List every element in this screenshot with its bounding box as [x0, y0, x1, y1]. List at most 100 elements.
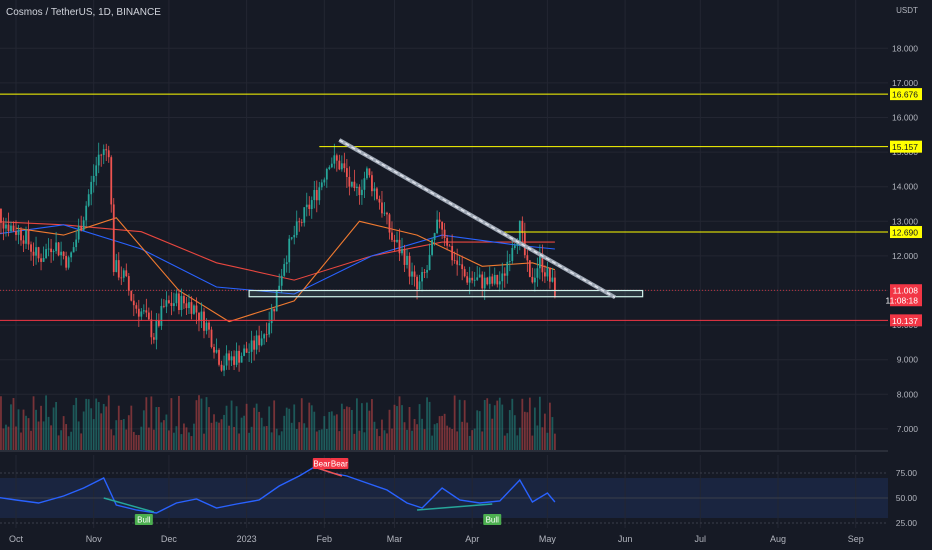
candle-body — [481, 274, 484, 289]
volume-bar — [461, 421, 464, 450]
candle-body — [348, 176, 351, 187]
support-box — [248, 289, 644, 298]
volume-bar — [438, 416, 441, 450]
countdown-text: 11:08:18 — [886, 296, 919, 306]
volume-bar — [210, 422, 213, 450]
volume-bar — [20, 432, 22, 450]
volume-bar — [95, 398, 98, 450]
volume-bar — [451, 428, 454, 450]
candle-body — [82, 220, 85, 231]
volume-bar — [218, 422, 220, 450]
volume-bar — [411, 430, 413, 450]
candle-body — [263, 334, 266, 339]
volume-bar — [82, 411, 85, 450]
price-tick-label: 17.000 — [892, 78, 918, 88]
volume-bar — [300, 398, 303, 450]
time-axis-label: Oct — [9, 534, 24, 544]
candle-body — [52, 251, 55, 253]
candle-body — [37, 247, 40, 259]
volume-bar — [42, 421, 45, 450]
candle-body — [436, 219, 439, 234]
volume-bar — [310, 405, 313, 450]
volume-bar — [223, 414, 225, 450]
volume-bar — [285, 407, 288, 450]
volume-bar — [348, 407, 351, 450]
candle-body — [488, 276, 491, 285]
candle-body — [355, 186, 358, 189]
volume-bar — [72, 405, 75, 450]
candle-body — [383, 212, 386, 214]
trendline-inner — [338, 139, 616, 299]
volume-bar — [65, 424, 68, 450]
candle-body — [198, 312, 200, 322]
candle-body — [358, 186, 361, 196]
signal-badge — [483, 514, 502, 525]
candle-body — [72, 247, 75, 253]
level-tag-box — [890, 314, 922, 327]
candle-body — [50, 248, 52, 253]
candle-body — [45, 249, 47, 259]
volume-bar — [183, 423, 185, 450]
volume-bar — [87, 399, 90, 450]
volume-bar — [340, 403, 343, 450]
candle-body — [168, 300, 170, 303]
candle-body — [178, 293, 180, 311]
candle-body — [345, 168, 348, 177]
volume-bar — [10, 404, 12, 450]
volume-bar — [50, 425, 52, 450]
volume-bar — [230, 400, 233, 450]
candle-body — [393, 239, 396, 242]
volume-bar — [378, 436, 381, 450]
candle-body — [526, 255, 529, 261]
candle-body — [173, 303, 175, 306]
candle-body — [378, 198, 381, 203]
moving-average-line-2 — [0, 224, 555, 295]
price-unit-label: USDT — [896, 6, 918, 15]
volume-bar — [170, 398, 173, 450]
candle-body — [265, 334, 268, 336]
candle-body — [183, 296, 185, 304]
volume-bar — [97, 402, 100, 450]
volume-bar — [426, 397, 428, 450]
candle-body — [90, 181, 93, 195]
candle-body — [20, 229, 22, 241]
candle-body — [513, 245, 516, 248]
volume-bar — [355, 398, 358, 450]
volume-bar — [168, 430, 170, 450]
volume-bar — [233, 426, 235, 450]
volume-bar — [278, 435, 281, 450]
level-tag-16.676: 16.676 — [890, 88, 922, 101]
volume-bar — [253, 407, 256, 450]
volume-bar — [238, 433, 240, 450]
candle-body — [120, 277, 123, 279]
volume-bar — [105, 406, 108, 450]
volume-bar — [173, 432, 175, 450]
candle-body — [175, 293, 178, 304]
price-tick-label: 9.000 — [897, 355, 919, 365]
candle-body — [431, 239, 433, 255]
volume-bar — [366, 402, 368, 450]
volume-bar — [208, 407, 210, 450]
volume-bar — [228, 425, 230, 450]
volume-bar — [398, 396, 401, 450]
candle-body — [418, 281, 421, 290]
time-axis-label: Mar — [387, 534, 403, 544]
volume-bar — [350, 409, 353, 450]
candle-body — [240, 355, 243, 363]
candle-body — [137, 308, 140, 317]
candle-body — [366, 168, 368, 179]
volume-bar — [466, 422, 469, 450]
volume-bar — [343, 409, 346, 450]
candle-body — [330, 163, 333, 168]
volume-bar — [193, 423, 195, 450]
volume-bar — [388, 409, 391, 450]
candle-body — [441, 221, 444, 230]
rsi-tick-label: 50.00 — [896, 493, 918, 503]
volume-bar — [498, 397, 501, 450]
candle-body — [147, 312, 150, 320]
volume-bar — [195, 400, 198, 450]
candle-body — [243, 348, 245, 356]
candle-body — [67, 257, 70, 268]
volume-bar — [30, 430, 32, 450]
